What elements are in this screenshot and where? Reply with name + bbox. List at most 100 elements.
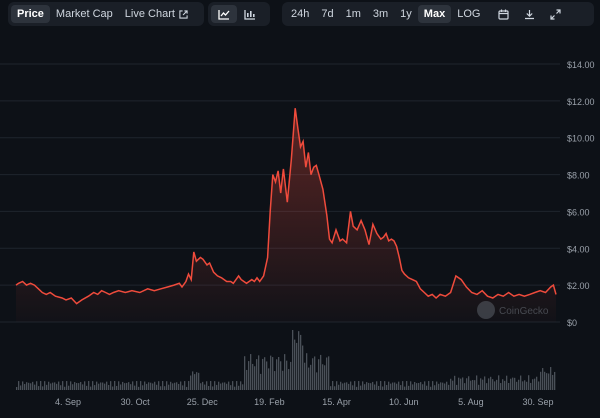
- volume-bar: [44, 381, 46, 390]
- volume-bar: [174, 382, 176, 390]
- volume-bar: [154, 381, 156, 390]
- range-max[interactable]: Max: [417, 5, 452, 23]
- volume-bar: [340, 381, 342, 390]
- volume-bar: [492, 379, 494, 390]
- volume-bar: [538, 381, 540, 390]
- volume-bar: [160, 386, 162, 390]
- volume-bar: [482, 379, 484, 390]
- volume-bar: [418, 382, 420, 390]
- fullscreen-button[interactable]: [542, 5, 568, 23]
- range-1m[interactable]: 1m: [345, 8, 361, 20]
- volume-bar: [520, 375, 522, 390]
- volume-bar: [238, 385, 240, 390]
- volume-bar: [190, 375, 192, 390]
- volume-bar: [56, 383, 58, 390]
- volume-bar: [40, 381, 42, 390]
- volume-bar: [542, 368, 544, 390]
- volume-bar: [380, 381, 382, 390]
- volume-bar: [104, 383, 106, 390]
- volume-bar: [112, 386, 114, 390]
- download-button[interactable]: [516, 5, 542, 23]
- volume-bar: [460, 378, 462, 390]
- volume-bar: [298, 331, 300, 390]
- volume-bar: [440, 382, 442, 390]
- line-chart-icon: [218, 9, 230, 20]
- volume-bar: [164, 386, 166, 390]
- volume-bar: [408, 385, 410, 390]
- x-tick-label: 25. Dec: [187, 397, 219, 407]
- volume-bar: [322, 364, 324, 390]
- volume-bar: [388, 381, 390, 390]
- volume-bar: [338, 384, 340, 390]
- volume-bar: [96, 381, 98, 390]
- volume-bar: [370, 383, 372, 390]
- tab-market-cap[interactable]: Market Cap: [55, 8, 113, 20]
- volume-bar: [48, 381, 50, 390]
- volume-bar: [28, 382, 30, 390]
- volume-bar: [82, 384, 84, 390]
- volume-bar: [148, 382, 150, 390]
- volume-bar: [308, 367, 310, 390]
- x-axis-labels: 4. Sep 30. Oct 25. Dec 19. Feb 15. Apr 10. Ju…: [55, 397, 554, 407]
- line-chart-button[interactable]: [211, 5, 237, 23]
- volume-bar: [508, 382, 510, 390]
- volume-bar: [548, 373, 550, 390]
- range-3m[interactable]: 3m: [372, 8, 389, 20]
- log-scale-toggle[interactable]: LOG: [457, 8, 481, 20]
- volume-bar: [20, 385, 22, 390]
- tab-price[interactable]: Price: [11, 5, 50, 23]
- volume-bar: [170, 381, 172, 390]
- volume-bar: [78, 383, 80, 390]
- volume-bar: [46, 384, 48, 390]
- volume-bar: [432, 381, 434, 390]
- range-7d[interactable]: 7d: [321, 8, 334, 20]
- volume-bar: [100, 382, 102, 390]
- volume-bar: [458, 377, 460, 390]
- tab-live-chart[interactable]: Live Chart: [119, 5, 194, 23]
- volume-bar: [240, 381, 242, 390]
- range-1y[interactable]: 1y: [400, 8, 412, 20]
- volume-bar: [274, 371, 276, 390]
- volume-bar: [212, 386, 214, 390]
- volume-bar: [470, 380, 472, 390]
- volume-bar: [116, 385, 118, 390]
- volume-bar: [138, 386, 140, 390]
- volume-bar: [200, 383, 202, 390]
- volume-bar: [262, 358, 264, 390]
- volume-bar: [442, 382, 444, 390]
- volume-bar: [248, 361, 250, 390]
- volume-bar: [472, 379, 474, 390]
- volume-bar: [402, 381, 404, 390]
- volume-bar: [122, 381, 124, 390]
- volume-bar: [376, 381, 378, 390]
- range-24h[interactable]: 24h: [291, 8, 310, 20]
- volume-bar: [68, 385, 70, 390]
- volume-bar: [266, 361, 268, 390]
- volume-bar: [498, 375, 500, 390]
- volume-bar: [144, 381, 146, 390]
- volume-bar: [52, 382, 54, 390]
- volume-bar: [280, 361, 282, 390]
- volume-bar: [196, 372, 198, 390]
- volume-bar: [476, 375, 478, 390]
- volume-bar: [504, 380, 506, 390]
- volume-bar: [234, 386, 236, 390]
- volume-bar: [136, 381, 138, 390]
- volume-bar: [98, 383, 100, 390]
- volume-bar: [352, 385, 354, 390]
- volume-bar: [404, 386, 406, 390]
- volume-bar: [294, 339, 296, 390]
- volume-bar: [264, 357, 266, 390]
- volume-bar: [346, 382, 348, 390]
- volume-bar: [314, 356, 316, 390]
- price-chart[interactable]: $14.00 $12.00 $10.00 $8.00 $6.00 $4.00 $2.00 $0…: [0, 28, 600, 418]
- volume-bar: [172, 383, 174, 390]
- calendar-button[interactable]: [490, 5, 516, 23]
- volume-bar: [108, 385, 110, 390]
- volume-bar: [178, 383, 180, 390]
- volume-bar: [514, 377, 516, 390]
- candlestick-button[interactable]: [237, 5, 263, 23]
- volume-bar: [438, 383, 440, 390]
- volume-bar: [554, 371, 556, 390]
- volume-bar: [436, 381, 438, 390]
